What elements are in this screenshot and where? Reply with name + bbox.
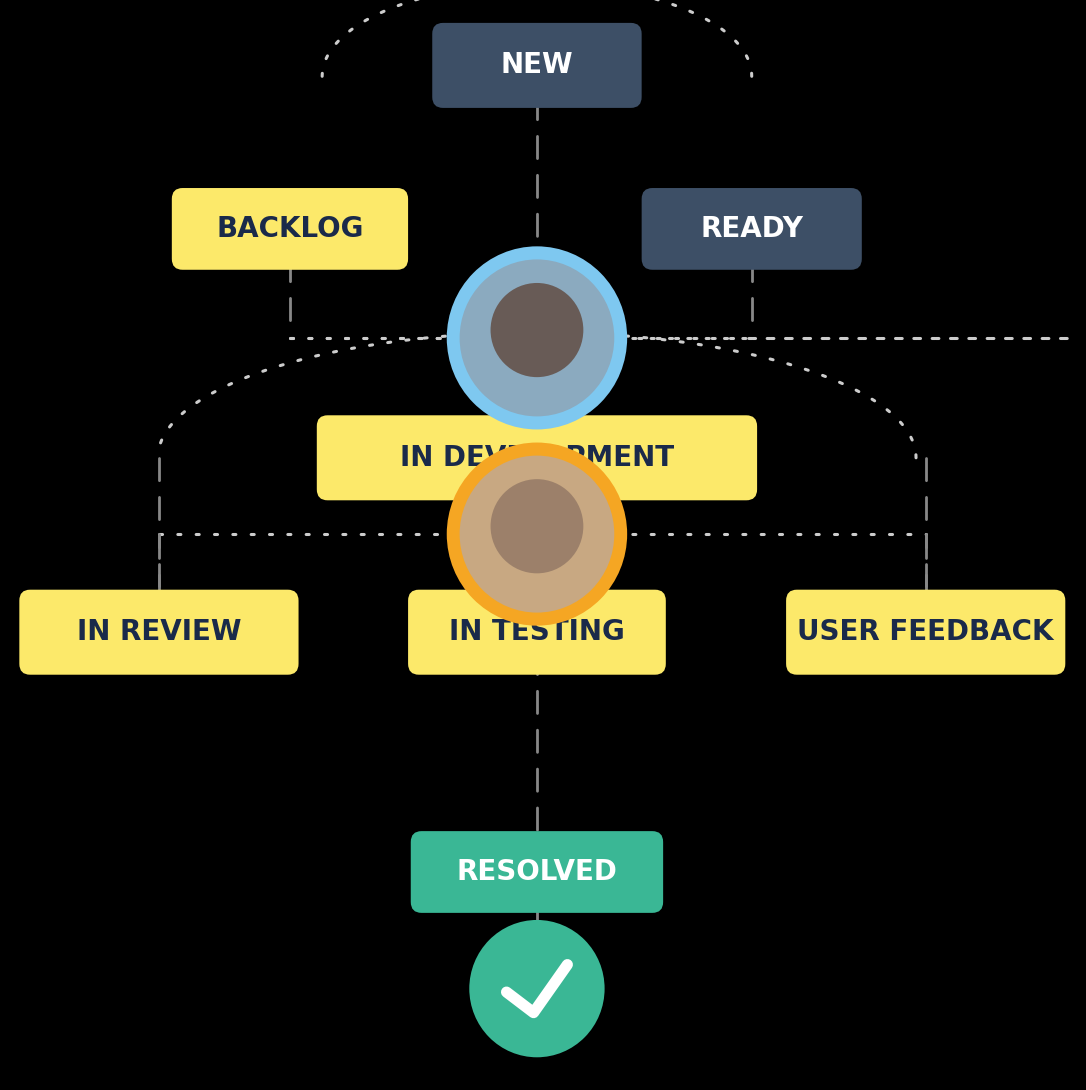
FancyBboxPatch shape: [786, 590, 1065, 675]
FancyBboxPatch shape: [432, 23, 642, 108]
Circle shape: [491, 480, 583, 573]
FancyBboxPatch shape: [20, 590, 299, 675]
Circle shape: [459, 259, 615, 416]
Text: BACKLOG: BACKLOG: [216, 215, 364, 243]
FancyBboxPatch shape: [408, 590, 666, 675]
Text: IN REVIEW: IN REVIEW: [77, 618, 241, 646]
FancyBboxPatch shape: [642, 189, 862, 270]
Circle shape: [469, 920, 605, 1057]
FancyBboxPatch shape: [411, 832, 664, 913]
Text: IN TESTING: IN TESTING: [450, 618, 624, 646]
Text: RESOLVED: RESOLVED: [456, 858, 617, 886]
FancyBboxPatch shape: [172, 189, 408, 270]
Text: IN DEVELOPMENT: IN DEVELOPMENT: [400, 444, 674, 472]
Text: NEW: NEW: [501, 51, 573, 80]
Circle shape: [491, 283, 583, 377]
Circle shape: [459, 456, 615, 613]
Circle shape: [446, 443, 627, 626]
FancyBboxPatch shape: [317, 415, 757, 500]
Circle shape: [446, 246, 627, 429]
Text: USER FEEDBACK: USER FEEDBACK: [797, 618, 1053, 646]
Text: READY: READY: [700, 215, 804, 243]
